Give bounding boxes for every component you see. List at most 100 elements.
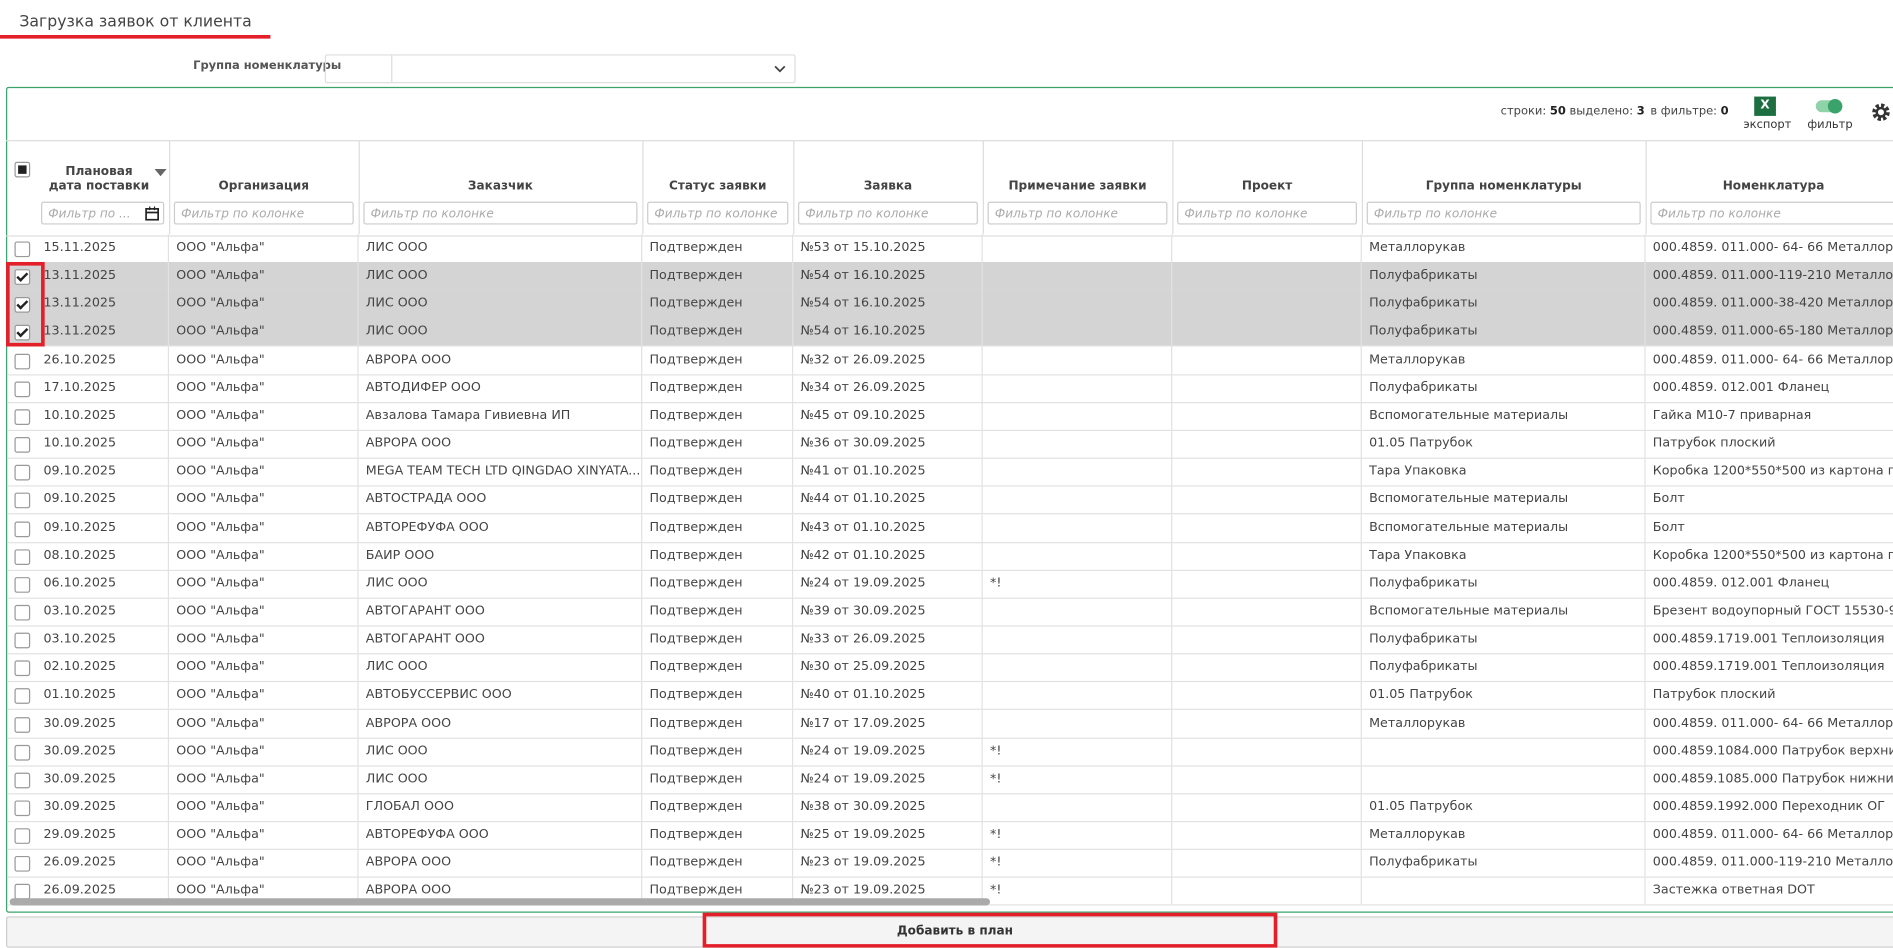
filter-toggle[interactable] xyxy=(1815,98,1844,115)
table-cell: Брезент водоупорный ГОСТ 15530-93 xyxy=(1646,598,1893,626)
table-row: 10.10.2025 ООО "Альфа" АВРОРА ООО Подтвержд… xyxy=(7,429,1893,459)
table-cell xyxy=(1172,877,1362,905)
row-checkbox[interactable] xyxy=(14,520,31,537)
column-title: Заявка xyxy=(863,179,913,194)
table-cell: ООО "Альфа" xyxy=(169,401,359,430)
column-header[interactable]: Плановая дата поставки xyxy=(36,140,171,235)
indeterminate-mark xyxy=(18,165,27,174)
row-checkbox[interactable] xyxy=(14,828,31,845)
row-checkbox[interactable] xyxy=(14,409,31,425)
table-cell xyxy=(1172,234,1362,262)
row-checkbox[interactable] xyxy=(14,576,31,593)
table-row: 30.09.2025 ООО "Альфа" ГЛОБАЛ ООО Подтвержд… xyxy=(7,793,1893,823)
label: в фильтре: xyxy=(1650,105,1718,119)
row-checkbox[interactable] xyxy=(14,353,31,369)
row-checkbox[interactable] xyxy=(14,241,31,258)
table-cell: Болт xyxy=(1646,486,1893,514)
row-checkbox[interactable] xyxy=(14,660,31,677)
value: 50 xyxy=(1549,105,1566,119)
settings-icon[interactable] xyxy=(1870,101,1892,123)
calendar-icon[interactable] xyxy=(145,206,160,221)
table-cell: *! xyxy=(983,737,1173,766)
column-filter[interactable]: Фильтр по колонке xyxy=(1177,201,1358,225)
export-icon[interactable]: X xyxy=(1754,96,1776,116)
column-header[interactable]: Группа номенклатуры xyxy=(1362,140,1647,235)
sort-arrow[interactable] xyxy=(154,169,167,177)
table-cell: 17.10.2025 xyxy=(36,373,170,402)
column-header[interactable]: Статус заявки xyxy=(642,140,795,235)
table-cell: 09.10.2025 xyxy=(36,485,170,514)
row-checkbox[interactable] xyxy=(14,437,31,453)
column-header[interactable]: Проект xyxy=(1172,140,1364,235)
row-checkbox[interactable] xyxy=(14,772,31,789)
table-cell: АВТОРЕФУФА ООО xyxy=(359,821,643,849)
table-cell: ЛИС ООО xyxy=(359,262,643,290)
column-filter[interactable]: Фильтр по колонке xyxy=(987,201,1168,225)
table-cell xyxy=(983,346,1173,374)
table-cell xyxy=(1172,541,1362,570)
column-header[interactable]: Примечание заявки xyxy=(983,140,1174,235)
column-header[interactable]: Номенклатура xyxy=(1646,140,1893,234)
table-cell: ООО "Альфа" xyxy=(169,234,359,262)
column-filter[interactable]: Фильтр по ... xyxy=(41,201,165,225)
filter-select[interactable] xyxy=(324,54,796,84)
row-checkbox[interactable] xyxy=(14,269,31,286)
table-cell xyxy=(1172,737,1362,766)
table-cell: ООО "Альфа" xyxy=(169,569,359,598)
separator xyxy=(391,55,393,83)
column-filter[interactable]: Фильтр по колонке xyxy=(798,201,978,225)
select-all-checkbox[interactable] xyxy=(14,161,31,178)
table-cell xyxy=(983,653,1173,682)
table-cell: ЛИС ООО xyxy=(359,765,643,794)
table-row: 09.10.2025 ООО "Альфа" АВТОРЕФУФА ООО Подтв… xyxy=(7,513,1893,543)
table-cell: АВТОРЕФУФА ООО xyxy=(359,513,643,542)
column-filter[interactable]: Фильтр по колонке xyxy=(647,201,789,225)
column-header[interactable]: Заказчик xyxy=(359,140,644,235)
column-header[interactable]: Заявка xyxy=(793,140,984,235)
horizontal-scrollbar[interactable] xyxy=(9,898,990,906)
table-cell xyxy=(1172,429,1362,458)
table-cell: №24 от 19.09.2025 xyxy=(793,765,983,794)
table-cell: №30 от 25.09.2025 xyxy=(793,653,983,682)
table-cell xyxy=(1172,597,1362,626)
table-cell: ООО "Альфа" xyxy=(169,709,359,738)
row-checkbox[interactable] xyxy=(14,744,31,761)
row-checkbox[interactable] xyxy=(14,800,31,817)
filter-toggle-label[interactable]: фильтр xyxy=(1807,118,1853,132)
row-checkbox[interactable] xyxy=(14,716,31,733)
table-cell: 10.10.2025 xyxy=(36,401,170,430)
table-cell: Болт xyxy=(1646,514,1893,542)
row-checkbox[interactable] xyxy=(14,688,31,705)
table-cell: ЛИС ООО xyxy=(359,653,643,682)
row-checkbox[interactable] xyxy=(14,465,31,481)
table-cell xyxy=(1172,346,1362,374)
table-cell: №24 от 19.09.2025 xyxy=(793,737,983,766)
highlight-box xyxy=(6,261,45,347)
row-checkbox[interactable] xyxy=(14,632,31,649)
table-cell: АВРОРА ООО xyxy=(359,849,643,877)
table-cell: №41 от 01.10.2025 xyxy=(793,457,983,486)
table-cell: №24 от 19.09.2025 xyxy=(793,569,983,598)
column-filter[interactable]: Фильтр по колонке xyxy=(1650,201,1893,225)
column-filter[interactable]: Фильтр по колонке xyxy=(1366,201,1641,225)
row-checkbox[interactable] xyxy=(14,381,31,397)
row-checkbox[interactable] xyxy=(14,548,31,565)
table-cell: Вспомогательные материалы xyxy=(1362,597,1646,626)
column-filter[interactable]: Фильтр по колонке xyxy=(363,201,638,225)
table-cell: №32 от 26.09.2025 xyxy=(793,346,983,374)
table-cell: 000.4859. 011.000- 64- 66 Металлорукав xyxy=(1646,346,1893,374)
row-checkbox[interactable] xyxy=(14,297,31,314)
table-cell: Полуфабрикаты xyxy=(1362,318,1646,346)
table-cell xyxy=(983,485,1173,514)
row-checkbox[interactable] xyxy=(14,492,31,509)
column-header[interactable]: Организация xyxy=(169,140,360,235)
table-cell: Подтвержден xyxy=(642,597,794,626)
column-filter[interactable]: Фильтр по колонке xyxy=(173,201,354,225)
row-checkbox[interactable] xyxy=(14,856,31,873)
row-checkbox[interactable] xyxy=(14,325,31,341)
table-row: 26.10.2025 ООО "Альфа" АВРОРА ООО Подтвержд… xyxy=(7,346,1893,375)
export-label[interactable]: экспорт xyxy=(1743,118,1792,132)
row-checkbox[interactable] xyxy=(14,604,31,621)
table-cell: 000.4859. 011.000-65-180 Металлорукав xyxy=(1646,318,1893,346)
